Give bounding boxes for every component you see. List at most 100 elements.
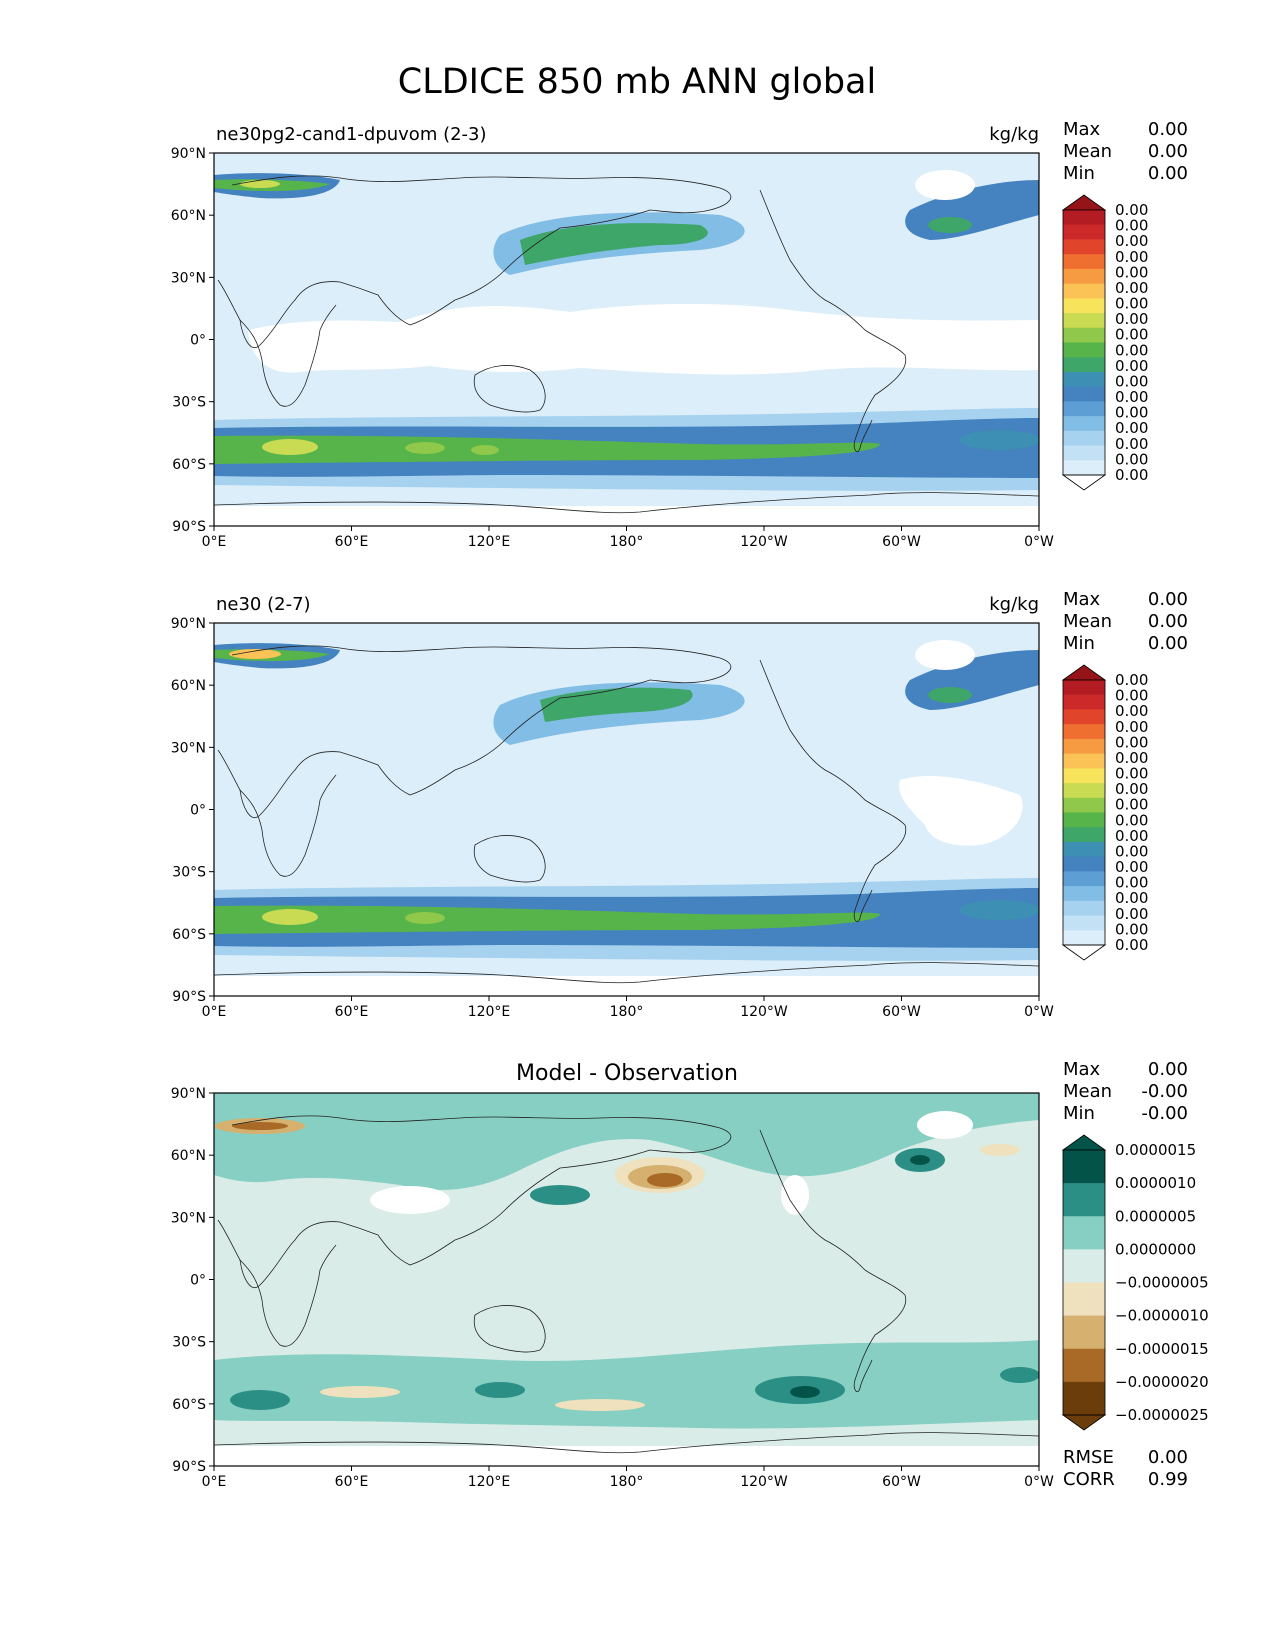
colorbar-segment — [1063, 694, 1105, 710]
x-tick-label: 60°W — [882, 1004, 921, 1020]
colorbar-label: 0.00 — [1115, 749, 1148, 767]
colorbar-label: 0.00 — [1115, 905, 1148, 923]
colorbar-segment — [1063, 768, 1105, 784]
colorbar-frame — [1062, 209, 1106, 476]
map-field — [214, 153, 1039, 526]
colorbar-label: 0.00 — [1115, 357, 1148, 375]
colorbar-label: 0.00 — [1115, 842, 1148, 860]
colorbar-label: 0.00 — [1115, 217, 1148, 235]
colorbar-segment — [1063, 430, 1105, 447]
y-axis: 90°N 60°N 30°N 0° 30°S 60°S 90°S — [171, 616, 214, 1005]
stats-block: Max 0.00 Mean 0.00 Min 0.00 — [1063, 589, 1188, 654]
y-tick-label: 30°N — [171, 740, 206, 756]
stat-min-label: Min — [1063, 633, 1095, 654]
units-label: kg/kg — [989, 124, 1039, 145]
y-tick-label: 60°N — [171, 678, 206, 694]
continent-coastline — [217, 1115, 732, 1288]
x-tick-label: 60°E — [335, 1004, 369, 1020]
y-tick-label: 30°S — [172, 395, 206, 411]
stat-min-value: -0.00 — [1141, 1103, 1188, 1124]
colorbar-frame — [1062, 679, 1106, 946]
panel-test: ne30pg2-cand1-dpuvom (2-3) kg/kg — [171, 119, 1188, 550]
stat-min-label: Min — [1063, 1103, 1095, 1124]
colorbar-label: 0.00 — [1115, 858, 1148, 876]
stats-block: Max 0.00 Mean 0.00 Min 0.00 — [1063, 119, 1188, 184]
y-tick-label: 30°N — [171, 1210, 206, 1226]
stat-max-value: 0.00 — [1148, 119, 1188, 140]
x-tick-label: 0°W — [1024, 1004, 1054, 1020]
americas-coastline — [759, 1129, 907, 1393]
storm-track-atlantic-core — [928, 687, 972, 703]
stat-max-label: Max — [1063, 589, 1101, 610]
greenland-clear — [915, 170, 975, 200]
y-axis: 90°N 60°N 30°N 0° 30°S 60°S 90°S — [171, 146, 214, 535]
corr-value: 0.99 — [1148, 1469, 1188, 1490]
storm-track-south-peak — [405, 912, 445, 924]
negative-peak — [232, 1122, 288, 1130]
x-axis: 0°E 60°E 120°E 180° 120°W 60°W 0°W — [202, 996, 1054, 1020]
colorbar-label: 0.00 — [1115, 419, 1148, 437]
colorbar-label: −0.0000025 — [1115, 1406, 1209, 1424]
stat-mean-label: Mean — [1063, 141, 1112, 162]
rmse-value: 0.00 — [1148, 1447, 1188, 1468]
rmse-label: RMSE — [1063, 1447, 1114, 1468]
positive-region — [214, 1093, 1039, 1190]
colorbar-segment — [1063, 783, 1105, 799]
storm-track-south-max — [214, 435, 880, 464]
y-tick-label: 60°N — [171, 208, 206, 224]
colorbar-segment — [1063, 313, 1105, 329]
x-tick-label: 60°W — [882, 534, 921, 550]
colorbar-label: 0.00 — [1115, 687, 1148, 705]
colorbar-segment — [1063, 254, 1105, 270]
figure-title: CLDICE 850 mb ANN global — [398, 62, 876, 102]
colorbar-label: −0.0000005 — [1115, 1274, 1209, 1292]
x-tick-label: 60°E — [335, 1474, 369, 1490]
corr-label: CORR — [1063, 1469, 1115, 1490]
africa-coastline — [239, 304, 337, 407]
clear-patch — [899, 775, 1023, 846]
x-tick-label: 0°W — [1024, 534, 1054, 550]
x-axis: 0°E 60°E 120°E 180° 120°W 60°W 0°W — [202, 1466, 1054, 1490]
storm-track-south-peak — [262, 439, 318, 455]
positive-peak-max — [790, 1386, 820, 1398]
colorbar-label: 0.00 — [1115, 765, 1148, 783]
colorbar-segment — [1063, 1183, 1105, 1217]
colorbar-segment — [1063, 915, 1105, 931]
negative-region — [980, 1144, 1020, 1156]
australia-coastline — [473, 835, 546, 883]
x-tick-label: 0°E — [202, 534, 227, 550]
colorbar-label: 0.00 — [1115, 279, 1148, 297]
colorbar-label: 0.00 — [1115, 263, 1148, 281]
colorbar-segment — [1063, 342, 1105, 358]
colorbar: 0.0000015 0.0000010 0.0000005 0.0000000 −0.0… — [1061, 1134, 1209, 1431]
colorbar-label: 0.00 — [1115, 232, 1148, 250]
negative-peak — [647, 1173, 683, 1187]
y-tick-label: 90°N — [171, 146, 206, 162]
positive-peak — [530, 1185, 590, 1205]
colorbar-segment — [1063, 1315, 1105, 1350]
colorbar-label: 0.0000015 — [1115, 1141, 1196, 1159]
y-tick-label: 90°S — [172, 519, 206, 535]
panel-title: ne30pg2-cand1-dpuvom (2-3) — [216, 124, 487, 145]
storm-track-atlantic-core — [928, 217, 972, 233]
colorbar-label: 0.00 — [1115, 295, 1148, 313]
colorbar-label: −0.0000010 — [1115, 1307, 1209, 1325]
x-tick-label: 0°W — [1024, 1474, 1054, 1490]
negative-region — [555, 1399, 645, 1411]
antarctica-coastline — [214, 962, 1039, 984]
colorbar-segment — [1063, 1381, 1105, 1416]
colorbar-label: 0.00 — [1115, 796, 1148, 814]
colorbar-label: 0.00 — [1115, 874, 1148, 892]
stat-max-label: Max — [1063, 119, 1101, 140]
colorbar-segment — [1063, 1216, 1105, 1250]
stat-mean-label: Mean — [1063, 611, 1112, 632]
stat-mean-value: 0.00 — [1148, 611, 1188, 632]
colorbar-extend-min — [1061, 944, 1107, 961]
australia-coastline — [473, 1305, 546, 1353]
colorbar-label: 0.00 — [1115, 326, 1148, 344]
x-axis: 0°E 60°E 120°E 180° 120°W 60°W 0°W — [202, 526, 1054, 550]
colorbar-segment — [1063, 856, 1105, 872]
colorbar-frame — [1062, 1149, 1106, 1416]
colorbar-segment — [1063, 1348, 1105, 1383]
stat-max-value: 0.00 — [1148, 1059, 1188, 1080]
